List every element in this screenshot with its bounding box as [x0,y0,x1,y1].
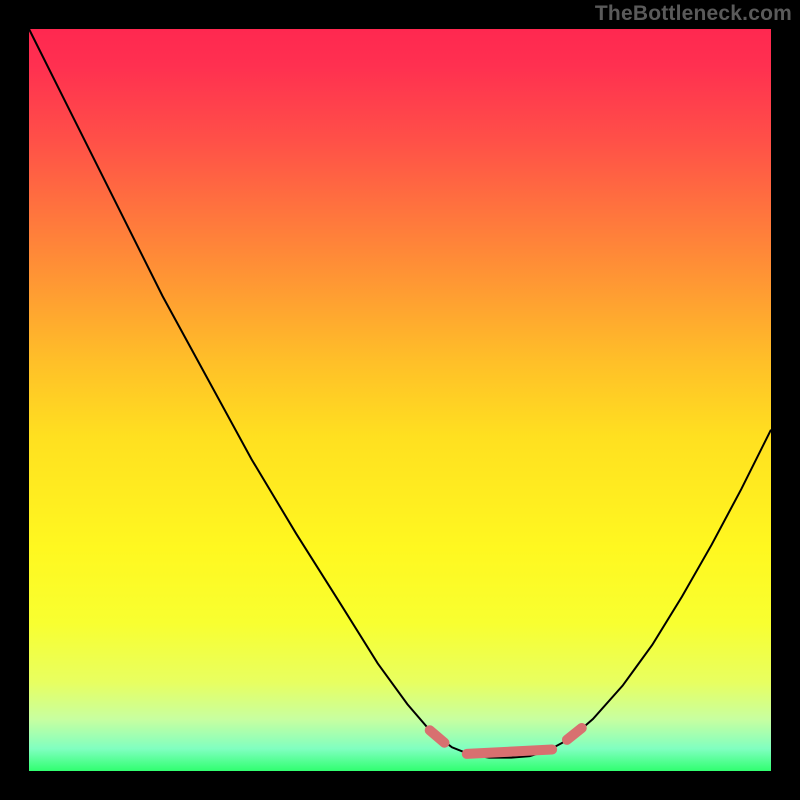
plot-background-gradient [29,29,771,771]
chart-container: TheBottleneck.com [0,0,800,800]
highlight-segment [467,749,552,753]
bottleneck-curve-chart [0,0,800,800]
